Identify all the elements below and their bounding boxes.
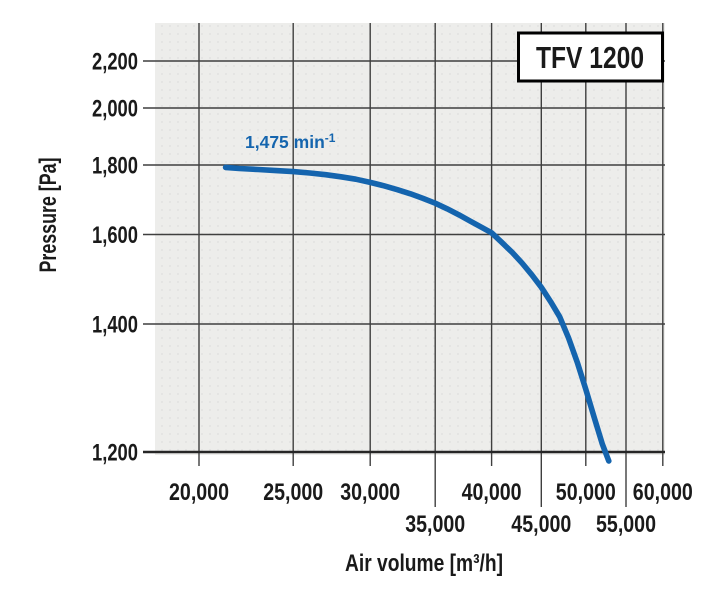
x-tick-label: 35,000 [405, 511, 465, 538]
plot-area-texture [155, 23, 665, 455]
y-tick-label: 1,200 [92, 440, 138, 467]
y-axis-title: Pressure [Pa] [35, 158, 62, 273]
x-tick-label: 60,000 [633, 479, 693, 506]
curve-rpm-label: 1,475 min-1 [245, 131, 336, 152]
x-tick-label: 55,000 [596, 511, 656, 538]
x-tick-label: 25,000 [263, 479, 323, 506]
x-tick-label: 40,000 [462, 479, 522, 506]
x-tick-label: 50,000 [556, 479, 616, 506]
x-tick-label: 20,000 [169, 479, 229, 506]
x-tick-label: 45,000 [511, 511, 571, 538]
model-badge-box [517, 31, 664, 83]
y-tick-label: 2,200 [92, 49, 138, 76]
x-tick-label: 30,000 [340, 479, 400, 506]
y-tick-label: 1,600 [92, 222, 138, 249]
y-tick-label: 1,400 [92, 312, 138, 339]
y-tick-label: 2,000 [92, 96, 138, 123]
fan-curve-1475rpm [222, 164, 612, 464]
y-tick-label: 1,800 [92, 153, 138, 180]
x-axis-title: Air volume [m³/h] [345, 550, 503, 577]
model-badge-label: TFV 1200 [536, 40, 644, 75]
